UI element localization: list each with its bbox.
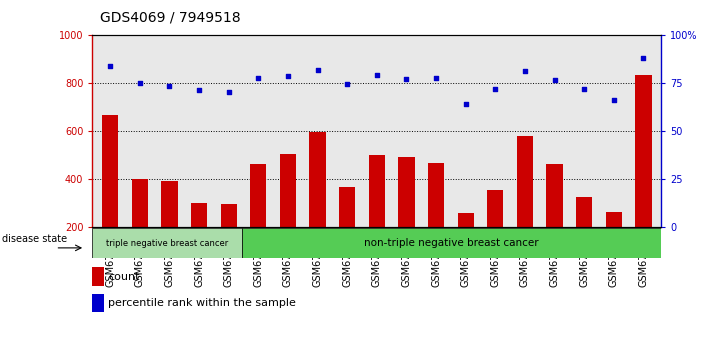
Point — [341, 81, 353, 87]
Bar — [369, 155, 385, 274]
Point — [252, 76, 264, 81]
Point — [608, 97, 619, 103]
Point — [460, 101, 471, 106]
Bar — [547, 164, 562, 274]
Text: percentile rank within the sample: percentile rank within the sample — [108, 298, 296, 308]
Bar — [428, 162, 444, 274]
Bar — [339, 187, 356, 274]
Bar — [517, 136, 533, 274]
Point — [312, 67, 324, 73]
Bar — [132, 179, 148, 274]
Bar — [280, 154, 296, 274]
Point — [579, 86, 590, 92]
Point — [401, 76, 412, 82]
Bar — [487, 189, 503, 274]
Bar — [458, 213, 474, 274]
Point — [105, 64, 116, 69]
Text: non-triple negative breast cancer: non-triple negative breast cancer — [364, 238, 539, 249]
Point — [371, 72, 383, 78]
Point — [638, 55, 649, 61]
Point — [490, 86, 501, 92]
Point — [193, 87, 205, 93]
Text: GDS4069 / 7949518: GDS4069 / 7949518 — [100, 11, 240, 25]
Bar — [636, 75, 651, 274]
Bar — [102, 115, 118, 274]
Bar — [309, 132, 326, 274]
Bar — [250, 164, 267, 274]
Text: disease state: disease state — [2, 234, 67, 244]
Bar — [576, 197, 592, 274]
Text: triple negative breast cancer: triple negative breast cancer — [106, 239, 228, 248]
Bar — [606, 212, 622, 274]
Text: count: count — [108, 272, 139, 282]
Point — [164, 83, 175, 88]
Point — [519, 68, 530, 74]
Bar — [92, 294, 104, 313]
Bar — [92, 267, 104, 286]
Point — [134, 80, 146, 86]
Point — [223, 89, 235, 95]
Bar — [191, 202, 207, 274]
Point — [430, 75, 442, 80]
Point — [549, 77, 560, 82]
Point — [282, 73, 294, 79]
Bar — [242, 228, 661, 258]
Bar — [220, 204, 237, 274]
Bar — [161, 181, 178, 274]
Bar — [398, 157, 415, 274]
Bar — [92, 228, 242, 258]
